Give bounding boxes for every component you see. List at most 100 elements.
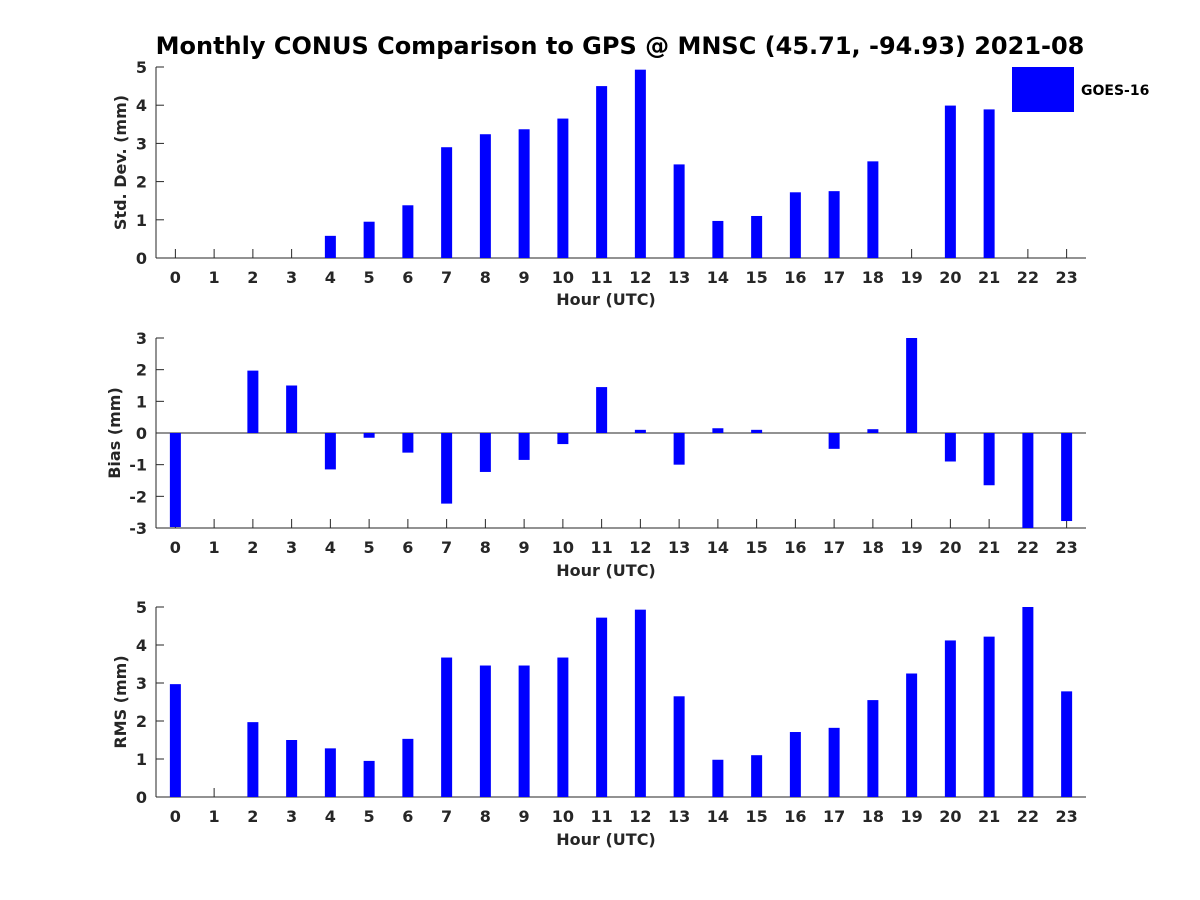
bar-rms-hour-8 (479, 665, 491, 797)
bar-rms-hour-17 (828, 727, 840, 797)
bar-bias-hour-17 (828, 433, 840, 449)
bar-bias-hour-5 (363, 433, 375, 438)
x-tick-label-std: 0 (170, 268, 181, 287)
y-tick-label-rms: 2 (136, 712, 147, 731)
x-tick-label-rms: 15 (745, 807, 767, 826)
y-tick-label-std: 4 (136, 96, 147, 115)
x-tick-label-rms: 3 (286, 807, 297, 826)
bar-std-hour-17 (828, 191, 840, 258)
x-axis-label-bias: Hour (UTC) (556, 561, 656, 580)
x-tick-label-bias: 12 (629, 538, 651, 557)
y-tick-label-bias: -3 (129, 519, 147, 538)
x-tick-label-bias: 23 (1055, 538, 1077, 557)
bar-rms-hour-9 (518, 665, 530, 797)
chart-title: Monthly CONUS Comparison to GPS @ MNSC (… (156, 32, 1085, 60)
bar-rms-hour-21 (983, 636, 995, 797)
x-tick-label-rms: 9 (519, 807, 530, 826)
bar-std-hour-15 (751, 215, 763, 258)
x-tick-label-std: 17 (823, 268, 845, 287)
x-tick-label-std: 11 (590, 268, 612, 287)
bar-bias-hour-23 (1061, 433, 1073, 522)
bar-rms-hour-6 (402, 738, 414, 797)
bar-rms-hour-3 (286, 740, 298, 797)
bar-bias-hour-20 (944, 433, 956, 462)
bar-std-hour-18 (867, 161, 879, 258)
y-tick-label-rms: 3 (136, 674, 147, 693)
x-axis-label-std: Hour (UTC) (556, 290, 656, 309)
x-tick-label-std: 3 (286, 268, 297, 287)
x-tick-label-rms: 20 (939, 807, 961, 826)
x-tick-label-bias: 1 (209, 538, 220, 557)
bar-std-hour-21 (983, 109, 995, 258)
bar-rms-hour-18 (867, 700, 879, 797)
x-tick-label-rms: 21 (978, 807, 1000, 826)
y-tick-label-bias: -2 (129, 487, 147, 506)
bar-std-hour-11 (596, 86, 608, 258)
bar-rms-hour-22 (1022, 607, 1034, 797)
x-tick-label-rms: 1 (209, 807, 220, 826)
x-tick-label-std: 16 (784, 268, 806, 287)
x-tick-label-rms: 8 (480, 807, 491, 826)
x-tick-label-std: 23 (1055, 268, 1077, 287)
bar-bias-hour-22 (1022, 433, 1034, 528)
bar-rms-hour-20 (944, 640, 956, 797)
x-tick-label-bias: 16 (784, 538, 806, 557)
x-tick-label-bias: 21 (978, 538, 1000, 557)
x-tick-label-rms: 19 (900, 807, 922, 826)
y-tick-label-bias: 2 (136, 361, 147, 380)
x-tick-label-std: 10 (552, 268, 574, 287)
legend: GOES-16 (1012, 67, 1149, 112)
x-tick-label-bias: 15 (745, 538, 767, 557)
bar-bias-hour-9 (518, 433, 530, 460)
bar-std-hour-4 (324, 235, 336, 258)
bar-bias-hour-11 (596, 387, 608, 433)
x-tick-label-std: 15 (745, 268, 767, 287)
y-tick-label-rms: 5 (136, 598, 147, 617)
bar-bias-hour-12 (634, 429, 646, 433)
bar-bias-hour-7 (441, 433, 453, 504)
x-tick-label-std: 22 (1017, 268, 1039, 287)
bar-rms-hour-5 (363, 760, 375, 797)
x-tick-label-std: 12 (629, 268, 651, 287)
bar-std-hour-8 (479, 134, 491, 258)
x-tick-label-std: 5 (364, 268, 375, 287)
x-tick-label-bias: 9 (519, 538, 530, 557)
x-axis-label-rms: Hour (UTC) (556, 830, 656, 849)
x-tick-label-bias: 11 (590, 538, 612, 557)
bar-std-hour-5 (363, 221, 375, 258)
x-tick-label-rms: 22 (1017, 807, 1039, 826)
x-tick-label-rms: 18 (862, 807, 884, 826)
x-tick-label-rms: 14 (707, 807, 729, 826)
legend-swatch-goes-16 (1012, 67, 1074, 112)
bar-rms-hour-14 (712, 759, 724, 797)
y-tick-label-bias: -1 (129, 456, 147, 475)
bar-rms-hour-13 (673, 696, 685, 797)
x-tick-label-rms: 5 (364, 807, 375, 826)
bar-bias-hour-8 (479, 433, 491, 472)
bar-bias-hour-0 (169, 433, 181, 528)
x-tick-label-rms: 7 (441, 807, 452, 826)
x-tick-label-std: 7 (441, 268, 452, 287)
bar-rms-hour-19 (906, 673, 918, 797)
bar-rms-hour-15 (751, 755, 763, 797)
x-tick-label-rms: 4 (325, 807, 336, 826)
legend-label-goes-16: GOES-16 (1081, 83, 1149, 99)
x-tick-label-bias: 4 (325, 538, 336, 557)
bar-rms-hour-10 (557, 657, 569, 797)
bar-bias-hour-14 (712, 428, 724, 433)
x-tick-label-bias: 14 (707, 538, 729, 557)
x-tick-label-std: 9 (519, 268, 530, 287)
x-tick-label-rms: 16 (784, 807, 806, 826)
bar-bias-hour-4 (324, 433, 336, 470)
bar-rms-hour-7 (441, 657, 453, 797)
bar-bias-hour-18 (867, 429, 879, 433)
bar-bias-hour-15 (751, 429, 763, 433)
bar-bias-hour-19 (906, 338, 918, 433)
bar-bias-hour-3 (286, 385, 298, 433)
x-tick-label-bias: 18 (862, 538, 884, 557)
x-tick-label-bias: 2 (247, 538, 258, 557)
x-tick-label-bias: 10 (552, 538, 574, 557)
